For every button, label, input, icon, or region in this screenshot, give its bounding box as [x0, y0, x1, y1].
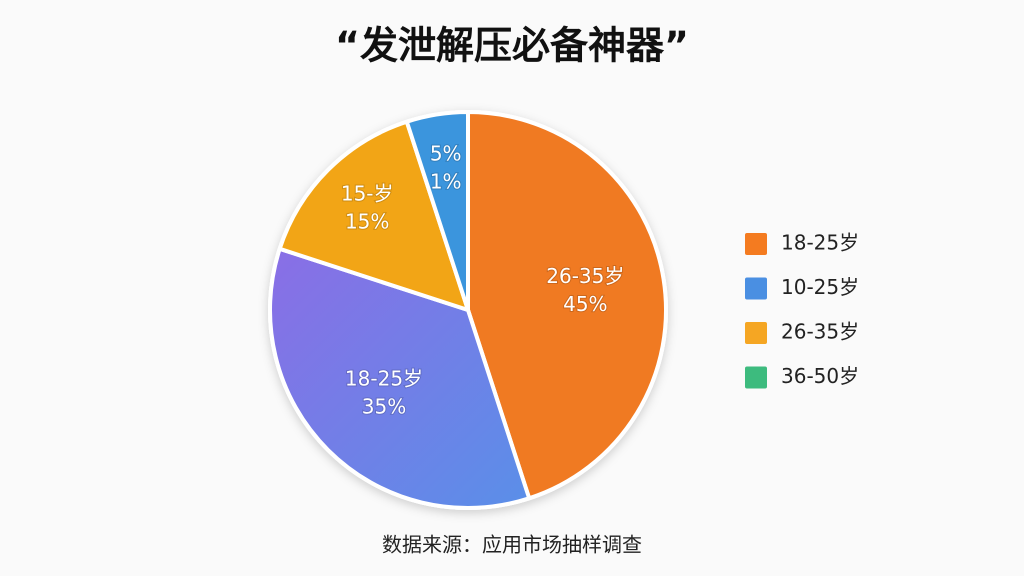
legend-label: 26-35岁 — [781, 320, 859, 344]
slice-value: 15% — [345, 210, 389, 234]
legend: 18-25岁 10-25岁 26-35岁 36-50岁 — [745, 231, 859, 389]
slice-value: 45% — [563, 292, 607, 316]
legend-swatch — [745, 233, 767, 255]
source: 数据来源：应用市场抽样调查 — [382, 533, 642, 557]
slice-annotation: 1% — [430, 170, 462, 194]
slice-value: 5% — [430, 142, 462, 166]
legend-label: 10-25岁 — [781, 275, 859, 299]
slice — [404, 110, 470, 312]
legend-label: 36-50岁 — [781, 364, 859, 388]
legend-swatch — [745, 277, 767, 300]
legend-swatch — [745, 366, 767, 389]
slice — [466, 110, 668, 501]
slice-category: 26-35岁 — [546, 264, 624, 288]
slice-value: 35% — [362, 395, 406, 419]
legend-label: 18-25岁 — [781, 231, 859, 255]
legend-swatch — [745, 322, 767, 344]
chart-title: “发泄解压必备神器” — [335, 24, 689, 68]
slice — [268, 246, 532, 510]
slice-category: 18-25岁 — [345, 367, 423, 391]
slice-category: 15-岁 — [341, 182, 394, 206]
pie — [268, 110, 668, 510]
slice-labels: 26-35岁 45% 18-25岁 35% 15-岁 15% 5% 1% — [340, 141, 626, 420]
